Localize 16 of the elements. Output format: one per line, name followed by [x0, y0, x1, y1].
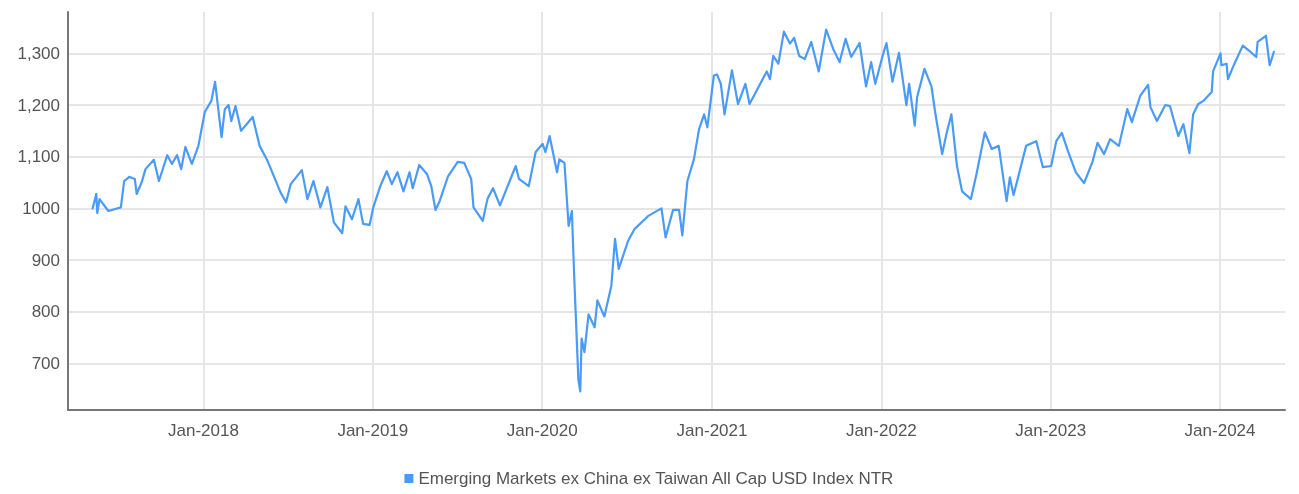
x-tick-label: Jan-2018 [168, 421, 239, 440]
y-tick-label: 1000 [22, 198, 60, 218]
y-tick-label: 700 [31, 353, 60, 373]
line-series [91, 28, 1275, 393]
x-tick-label: Jan-2024 [1184, 421, 1256, 440]
x-tick-label: Jan-2021 [676, 421, 748, 440]
y-tick-label: 900 [31, 250, 60, 270]
y-tick-label: 1,100 [17, 147, 60, 167]
x-tick-label: Jan-2019 [337, 421, 409, 440]
y-tick-label: 800 [31, 302, 60, 322]
x-tick-label: Jan-2023 [1015, 421, 1087, 440]
y-tick-label: 1,300 [17, 43, 60, 63]
x-tick-label: Jan-2022 [845, 421, 917, 440]
y-tick-label: 1,200 [17, 95, 60, 115]
x-tick-label: Jan-2020 [506, 421, 578, 440]
legend-label: Emerging Markets ex China ex Taiwan All Cap USD Index NTR [418, 469, 894, 488]
